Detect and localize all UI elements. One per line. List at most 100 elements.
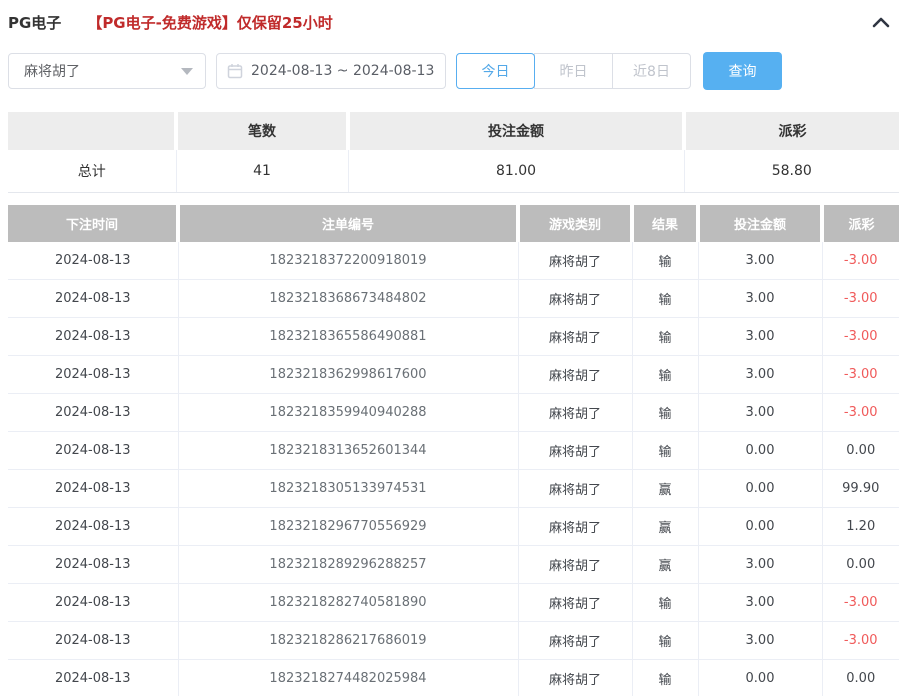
cell-result: 输 <box>631 659 698 696</box>
table-row: 2024-08-13 1823218282740581890 麻将胡了 输 3.… <box>8 583 899 622</box>
date-range-value: 2024-08-13 ~ 2024-08-13 <box>251 63 435 79</box>
page-title: PG电子 <box>8 13 62 32</box>
cell-game-type: 麻将胡了 <box>517 621 632 660</box>
header-result: 结果 <box>630 204 698 242</box>
summary-header-bet-amount: 投注金额 <box>346 112 684 150</box>
cell-game-type: 麻将胡了 <box>517 279 632 318</box>
table-row: 2024-08-13 1823218296770556929 麻将胡了 赢 0.… <box>8 507 899 546</box>
notice-text: 【PG电子-免费游戏】仅保留25小时 <box>87 13 333 32</box>
cell-payout: -3.00 <box>821 317 899 356</box>
calendar-icon <box>227 63 243 79</box>
header-game-type: 游戏类别 <box>516 204 632 242</box>
last-8-days-button[interactable]: 近8日 <box>612 53 691 89</box>
table-row: 2024-08-13 1823218365586490881 麻将胡了 输 3.… <box>8 317 899 356</box>
cell-result: 输 <box>631 355 698 394</box>
bet-table-body: 2024-08-13 1823218372200918019 麻将胡了 输 3.… <box>8 241 899 696</box>
cell-bet-id: 1823218365586490881 <box>177 317 518 356</box>
cell-result: 输 <box>631 279 698 318</box>
summary-total-payout: 58.80 <box>683 150 899 193</box>
cell-payout: -3.00 <box>821 621 899 660</box>
cell-payout: -3.00 <box>821 355 899 394</box>
cell-bet-time: 2024-08-13 <box>8 355 178 394</box>
cell-bet-amount: 3.00 <box>697 393 822 432</box>
cell-bet-id: 1823218274482025984 <box>177 659 518 696</box>
cell-bet-id: 1823218296770556929 <box>177 507 518 546</box>
header-bet-id: 注单编号 <box>176 204 518 242</box>
cell-bet-id: 1823218359940940288 <box>177 393 518 432</box>
cell-result: 输 <box>631 241 698 280</box>
game-select[interactable]: 麻将胡了 <box>8 53 206 89</box>
cell-result: 赢 <box>631 469 698 508</box>
filter-bar: 麻将胡了 2024-08-13 ~ 2024-08-13 今日 昨日 近8日 查… <box>8 52 899 90</box>
quick-range-group: 今日 昨日 近8日 <box>456 53 691 89</box>
summary-total-bet-amount: 81.00 <box>347 150 684 193</box>
cell-bet-amount: 0.00 <box>697 659 822 696</box>
cell-game-type: 麻将胡了 <box>517 469 632 508</box>
cell-bet-id: 1823218305133974531 <box>177 469 518 508</box>
cell-bet-amount: 0.00 <box>697 469 822 508</box>
cell-game-type: 麻将胡了 <box>517 317 632 356</box>
today-button[interactable]: 今日 <box>456 53 535 89</box>
cell-bet-amount: 3.00 <box>697 279 822 318</box>
cell-payout: 99.90 <box>821 469 899 508</box>
bet-table-header-row: 下注时间 注单编号 游戏类别 结果 投注金额 派彩 <box>8 204 899 242</box>
cell-bet-id: 1823218289296288257 <box>177 545 518 584</box>
cell-bet-time: 2024-08-13 <box>8 241 178 280</box>
cell-payout: -3.00 <box>821 393 899 432</box>
header-payout: 派彩 <box>820 204 899 242</box>
cell-bet-amount: 3.00 <box>697 621 822 660</box>
query-button[interactable]: 查询 <box>703 52 782 90</box>
cell-bet-time: 2024-08-13 <box>8 393 178 432</box>
cell-bet-time: 2024-08-13 <box>8 317 178 356</box>
cell-payout: 0.00 <box>821 431 899 470</box>
cell-result: 输 <box>631 621 698 660</box>
cell-bet-amount: 0.00 <box>697 507 822 546</box>
table-row: 2024-08-13 1823218274482025984 麻将胡了 输 0.… <box>8 659 899 696</box>
cell-game-type: 麻将胡了 <box>517 393 632 432</box>
header-bet-amount: 投注金额 <box>696 204 822 242</box>
cell-bet-id: 1823218313652601344 <box>177 431 518 470</box>
cell-result: 输 <box>631 431 698 470</box>
yesterday-button[interactable]: 昨日 <box>534 53 613 89</box>
cell-bet-time: 2024-08-13 <box>8 583 178 622</box>
cell-bet-amount: 3.00 <box>697 241 822 280</box>
cell-payout: -3.00 <box>821 279 899 318</box>
summary-total-label: 总计 <box>8 150 176 193</box>
cell-payout: -3.00 <box>821 583 899 622</box>
table-row: 2024-08-13 1823218372200918019 麻将胡了 输 3.… <box>8 241 899 280</box>
cell-bet-time: 2024-08-13 <box>8 279 178 318</box>
cell-result: 赢 <box>631 507 698 546</box>
cell-bet-amount: 3.00 <box>697 355 822 394</box>
cell-game-type: 麻将胡了 <box>517 241 632 280</box>
cell-bet-id: 1823218362998617600 <box>177 355 518 394</box>
summary-header-payout: 派彩 <box>682 112 899 150</box>
table-row: 2024-08-13 1823218289296288257 麻将胡了 赢 3.… <box>8 545 899 584</box>
cell-bet-id: 1823218372200918019 <box>177 241 518 280</box>
cell-game-type: 麻将胡了 <box>517 507 632 546</box>
table-row: 2024-08-13 1823218286217686019 麻将胡了 输 3.… <box>8 621 899 660</box>
cell-game-type: 麻将胡了 <box>517 431 632 470</box>
cell-result: 输 <box>631 317 698 356</box>
cell-game-type: 麻将胡了 <box>517 355 632 394</box>
cell-bet-amount: 3.00 <box>697 583 822 622</box>
summary-header-blank <box>8 112 176 150</box>
cell-bet-amount: 3.00 <box>697 317 822 356</box>
cell-bet-id: 1823218286217686019 <box>177 621 518 660</box>
summary-total-count: 41 <box>175 150 348 193</box>
game-select-value: 麻将胡了 <box>24 64 80 80</box>
chevron-up-icon <box>872 17 890 28</box>
summary-header-row: 笔数 投注金额 派彩 <box>8 112 899 150</box>
collapse-panel-button[interactable] <box>871 15 891 29</box>
date-range-input[interactable]: 2024-08-13 ~ 2024-08-13 <box>216 53 446 89</box>
cell-result: 输 <box>631 583 698 622</box>
cell-bet-amount: 0.00 <box>697 431 822 470</box>
cell-bet-amount: 3.00 <box>697 545 822 584</box>
table-row: 2024-08-13 1823218359940940288 麻将胡了 输 3.… <box>8 393 899 432</box>
cell-bet-time: 2024-08-13 <box>8 621 178 660</box>
cell-game-type: 麻将胡了 <box>517 545 632 584</box>
panel-header: PG电子 【PG电子-免费游戏】仅保留25小时 <box>0 0 907 32</box>
cell-result: 赢 <box>631 545 698 584</box>
cell-result: 输 <box>631 393 698 432</box>
bet-table: 下注时间 注单编号 游戏类别 结果 投注金额 派彩 2024-08-13 182… <box>8 204 899 696</box>
cell-bet-id: 1823218282740581890 <box>177 583 518 622</box>
